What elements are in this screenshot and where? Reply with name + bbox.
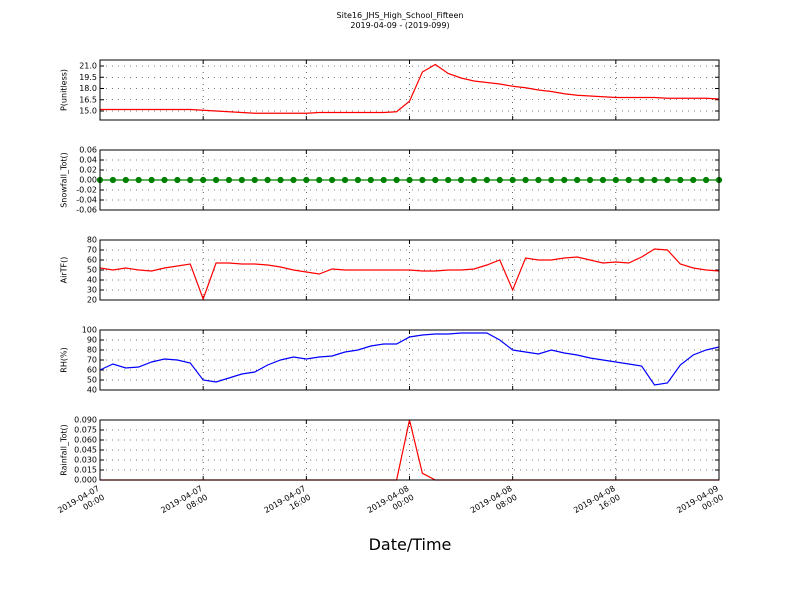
data-point	[251, 176, 258, 184]
y-tick-label: 70	[87, 356, 97, 365]
y-tick-label: 18.0	[79, 84, 97, 93]
y-tick-label: 90	[87, 336, 97, 345]
y-tick-label: -0.04	[76, 196, 97, 205]
plot-frame	[99, 239, 720, 301]
y-tick-label: 0.04	[79, 156, 97, 165]
data-point	[161, 176, 168, 184]
data-point	[561, 176, 568, 184]
plot-frame	[99, 149, 720, 211]
y-tick-label: 100	[82, 326, 97, 335]
y-tick-label: 20	[87, 296, 97, 305]
y-tick-label: 16.5	[79, 95, 97, 104]
y-tick-label: 0.075	[74, 426, 97, 435]
data-point	[225, 176, 233, 184]
data-point	[586, 176, 594, 184]
y-tick-label: 21.0	[79, 62, 97, 71]
y-tick-label: 80	[87, 236, 97, 245]
chart-subtitle: 2019-04-09 - (2019-099)	[350, 21, 449, 30]
data-point	[290, 176, 297, 184]
data-point	[638, 176, 645, 184]
data-point	[612, 176, 619, 184]
y-tick-label: 0.00	[79, 176, 97, 185]
y-tick-label: 0.015	[74, 466, 97, 475]
y-axis-label: AirTF()	[60, 257, 69, 284]
data-point	[367, 176, 374, 184]
data-point	[522, 176, 529, 184]
y-tick-label: 80	[87, 346, 97, 355]
data-point	[406, 176, 413, 184]
y-tick-label: 50	[87, 376, 97, 385]
data-point	[341, 176, 349, 184]
y-axis-label: Snowfall_Tot()	[60, 152, 69, 208]
data-point	[457, 176, 465, 184]
y-tick-label: 60	[87, 256, 97, 265]
data-point	[316, 176, 323, 184]
y-tick-label: -0.06	[76, 206, 97, 215]
data-point	[677, 176, 684, 184]
data-line	[100, 63, 720, 114]
y-tick-label: 60	[87, 366, 97, 375]
data-point	[238, 176, 245, 184]
data-point	[109, 176, 116, 184]
y-tick-label: 40	[87, 276, 97, 285]
data-point	[574, 176, 581, 184]
y-tick-label: 19.5	[79, 73, 97, 82]
data-point	[122, 176, 129, 184]
y-tick-label: 0.045	[74, 446, 97, 455]
data-point	[625, 176, 632, 184]
y-tick-label: 0.060	[74, 436, 97, 445]
y-axis-label: RH(%)	[60, 347, 69, 372]
y-tick-label: 0.02	[79, 166, 97, 175]
plot-frame	[99, 419, 720, 481]
data-point	[212, 176, 220, 184]
data-point	[483, 176, 490, 184]
data-point	[419, 176, 426, 184]
y-tick-label: 70	[87, 246, 97, 255]
y-tick-label: 40	[87, 386, 97, 395]
data-point	[445, 176, 452, 184]
data-point	[548, 176, 555, 184]
plot-frame	[99, 59, 720, 121]
y-axis-label: P(unitless)	[60, 69, 69, 111]
data-point	[509, 176, 516, 184]
data-point	[174, 176, 181, 184]
data-point	[380, 176, 387, 184]
data-point	[496, 176, 503, 184]
data-point	[651, 176, 658, 184]
data-line	[99, 248, 720, 301]
data-point	[470, 176, 478, 184]
data-point	[187, 176, 194, 184]
data-point	[277, 176, 284, 184]
y-axis-label: Rainfall_Tot()	[60, 424, 69, 476]
y-tick-label: 0.06	[79, 146, 97, 155]
data-point	[393, 176, 400, 184]
data-point	[432, 176, 439, 184]
y-tick-label: 0.000	[74, 476, 97, 485]
data-point	[264, 176, 271, 184]
data-point	[535, 176, 542, 184]
data-point	[690, 176, 697, 184]
y-tick-label: -0.02	[76, 186, 97, 195]
data-line	[99, 332, 720, 386]
data-point	[303, 176, 310, 184]
data-point	[135, 176, 142, 184]
data-point	[148, 176, 155, 184]
data-point	[329, 176, 336, 184]
data-point	[599, 176, 607, 184]
plot-frame	[99, 329, 720, 391]
y-tick-label: 15.0	[79, 107, 97, 116]
data-point	[703, 176, 710, 184]
x-axis-label: Date/Time	[369, 535, 452, 554]
data-point	[354, 176, 362, 184]
data-point	[664, 176, 671, 184]
y-tick-label: 50	[87, 266, 97, 275]
chart-title: Site16_JHS_High_School_Fifteen	[337, 11, 464, 20]
data-point	[200, 176, 207, 184]
y-tick-label: 0.090	[74, 416, 97, 425]
y-tick-label: 0.030	[74, 456, 97, 465]
y-tick-label: 30	[87, 286, 97, 295]
